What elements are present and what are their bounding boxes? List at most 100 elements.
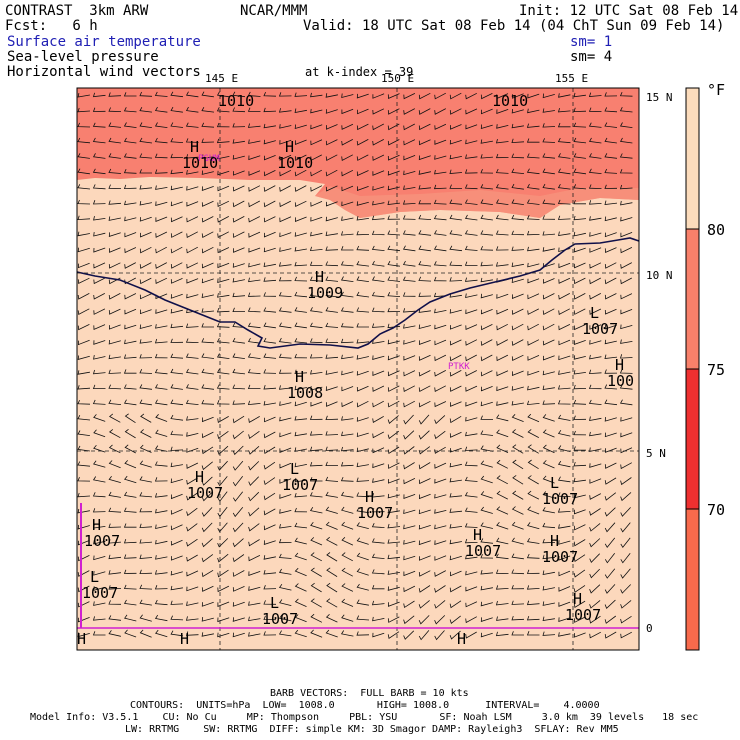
wind-barb: [124, 428, 136, 439]
wind-barb: [434, 139, 447, 145]
wind-barb: [495, 631, 509, 637]
contour-label-top-2: 1010: [492, 92, 528, 110]
wind-barb: [217, 460, 228, 471]
wind-barb: [185, 353, 199, 359]
wind-barb: [201, 522, 213, 533]
wind-barb: [232, 632, 245, 638]
wind-barb: [154, 384, 168, 390]
wind-barb: [449, 261, 463, 267]
colorbar-label-75: 75: [707, 361, 725, 379]
wind-barb: [139, 369, 153, 374]
wind-barb: [108, 539, 122, 544]
wind-barb: [248, 262, 261, 268]
wind-barb: [232, 307, 245, 312]
lon-label-150: 150 E: [381, 72, 414, 85]
wind-barb: [108, 475, 121, 483]
wind-barb: [154, 153, 168, 159]
wind-barb: [263, 431, 276, 439]
pressure-center-value: 1007: [82, 584, 118, 602]
wind-barb: [356, 537, 369, 545]
wind-barb: [558, 601, 571, 607]
wind-barb: [496, 323, 508, 331]
wind-barb: [511, 199, 524, 205]
wind-barb: [247, 91, 261, 97]
wind-barb: [217, 538, 229, 548]
wind-barb: [465, 309, 478, 315]
wind-barb: [341, 139, 353, 146]
wind-barb: [139, 384, 153, 390]
wind-barb: [124, 629, 137, 638]
wind-barb: [542, 247, 555, 252]
wind-barb: [464, 230, 478, 236]
pressure-center-value: 1009: [307, 284, 343, 302]
wind-barb: [372, 447, 385, 454]
wind-barb: [418, 276, 432, 282]
wind-barb: [325, 536, 338, 546]
wind-barb: [217, 154, 230, 160]
wind-barb: [108, 429, 121, 439]
wind-barb: [77, 632, 90, 638]
wind-barb: [356, 568, 369, 576]
wind-barb: [464, 538, 478, 544]
wind-barb: [356, 154, 369, 161]
wind-barb: [558, 293, 570, 300]
wind-barb: [139, 91, 153, 97]
wind-barb: [309, 246, 323, 252]
wind-barb: [108, 122, 122, 128]
wind-barb: [92, 399, 106, 405]
wind-barb: [573, 107, 587, 113]
wind-barb: [604, 122, 618, 128]
wind-barb: [123, 491, 137, 498]
wind-barb: [278, 277, 292, 282]
wind-barb: [542, 138, 556, 143]
wind-barb: [108, 216, 121, 221]
wind-barb: [248, 555, 261, 562]
wind-barb: [139, 507, 153, 513]
wind-barb: [340, 291, 354, 298]
wind-barb: [139, 629, 152, 638]
wind-barb: [201, 216, 214, 223]
wind-barb: [526, 615, 540, 621]
wind-barb: [232, 617, 245, 622]
wind-barb: [434, 509, 447, 514]
wind-barb: [387, 370, 400, 377]
wind-barb: [434, 540, 447, 545]
wind-barb: [604, 107, 618, 113]
wind-barb: [247, 307, 261, 313]
wind-barb: [139, 399, 152, 406]
wind-barb: [387, 260, 400, 267]
wind-barb: [495, 214, 509, 221]
wind-barb: [248, 277, 261, 283]
wind-barb: [604, 153, 618, 159]
wind-barb: [527, 278, 540, 284]
wind-barb: [542, 522, 556, 529]
wind-barb: [154, 399, 168, 406]
wind-barb: [403, 555, 416, 561]
wind-barb: [93, 539, 106, 545]
wind-barb: [216, 338, 230, 344]
pressure-center-value: 1007: [542, 490, 578, 508]
wind-barb: [542, 123, 556, 128]
wind-barb: [155, 246, 167, 254]
wind-barb: [604, 277, 617, 285]
wind-barb: [341, 537, 354, 546]
wind-barb: [464, 446, 478, 451]
wind-barb: [418, 615, 430, 625]
wind-barb: [340, 261, 354, 267]
wind-barb: [619, 399, 633, 406]
wind-barb: [310, 401, 323, 407]
wind-barb: [201, 368, 214, 375]
wind-barb: [480, 277, 493, 283]
wind-barb: [495, 199, 509, 205]
wind-barb: [340, 630, 354, 637]
wind-barb: [186, 231, 198, 239]
wind-barb: [356, 216, 369, 221]
wind-barb: [77, 153, 90, 159]
wind-barb: [310, 613, 323, 623]
wind-barb: [418, 570, 431, 577]
wind-barb: [140, 429, 152, 438]
wind-barb: [558, 445, 571, 452]
wind-barb: [232, 506, 244, 518]
field-surface-temp: Surface air temperature: [7, 34, 201, 50]
